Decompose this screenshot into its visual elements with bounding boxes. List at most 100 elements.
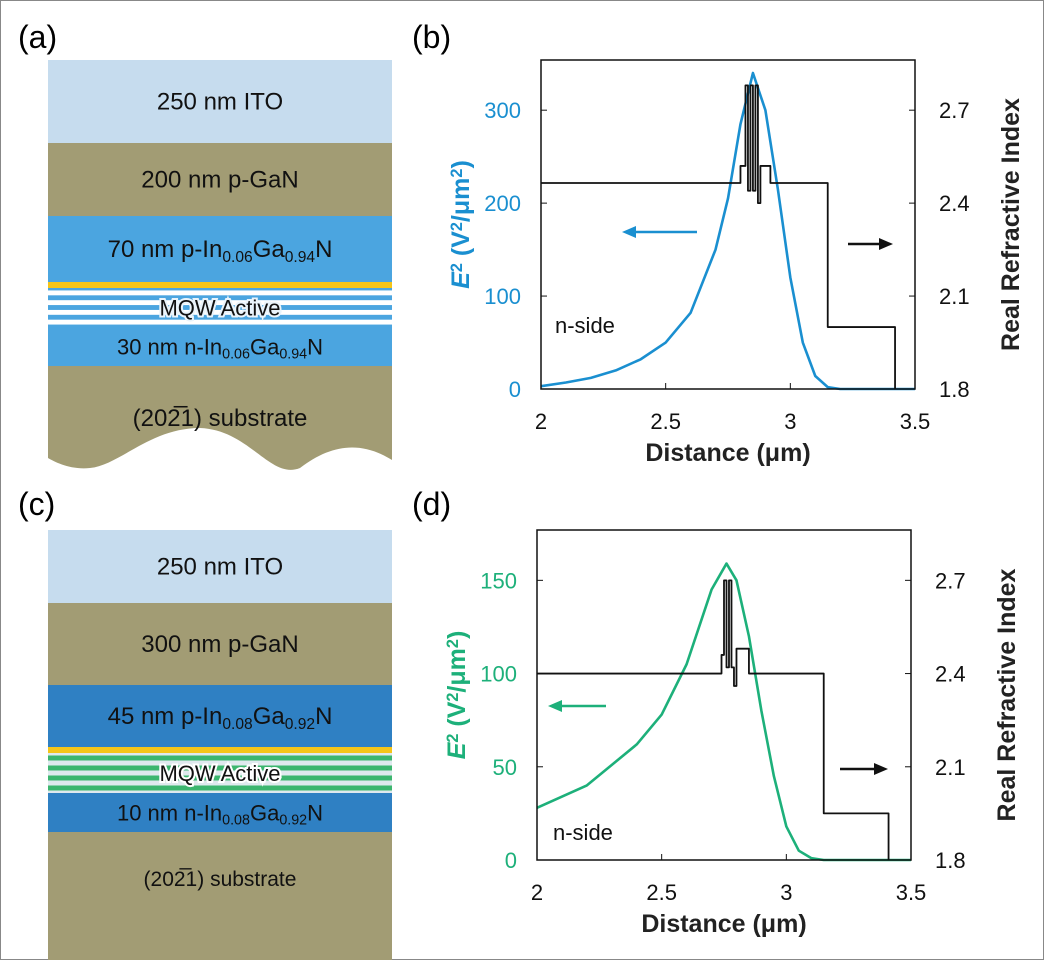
y2-tick-label: 2.4 [935, 662, 966, 687]
y2-axis-label: Real Refractive Index [997, 98, 1025, 351]
text-part: ) [447, 160, 475, 168]
subscript: 0.06 [222, 347, 250, 363]
text-part: Ga [250, 801, 280, 826]
text-part: (V [443, 701, 471, 733]
ebl-layer [48, 282, 392, 288]
quantum-well [48, 300, 392, 306]
text-part: 300 nm p-GaN [141, 631, 298, 658]
text-part: /μm [447, 178, 475, 222]
quantum-well [48, 309, 392, 315]
text-part: 45 nm p-In [108, 703, 223, 730]
y-tick-label: 150 [480, 568, 517, 593]
quantum-well [48, 290, 392, 296]
n-ingan-layer [48, 327, 392, 366]
ito-layer [48, 60, 392, 143]
text-part: N [315, 703, 332, 730]
layer-stack: 250 nm ITO 200 nm p-GaN 70 nm p-In0.06Ga0.… [48, 60, 392, 470]
subscript: 0.92 [279, 813, 307, 829]
text-part: 250 nm ITO [157, 554, 283, 581]
p-ingan-layer [48, 216, 392, 282]
y-tick-label: 0 [505, 848, 517, 873]
x-tick-label: 3 [780, 880, 792, 905]
panel-label: (d) [412, 486, 451, 522]
text-part: 250 nm ITO [157, 89, 283, 116]
superscript: 2 [444, 734, 462, 743]
superscript: 2 [448, 222, 466, 231]
p-ingan-layer [48, 685, 392, 747]
y2-tick-label: 2.1 [935, 755, 966, 780]
y2-tick-label: 2.7 [939, 98, 970, 123]
text-part: 200 nm p-GaN [141, 167, 298, 194]
subscript: 0.94 [279, 347, 307, 363]
text-part: 70 nm p-In [108, 236, 223, 263]
text-part: E [447, 271, 475, 289]
text-part: N [307, 335, 323, 360]
quantum-well [48, 755, 392, 761]
field-intensity-line [536, 562, 911, 862]
superscript: 2 [448, 263, 466, 272]
y2-axis-label: Real Refractive Index [993, 568, 1021, 821]
layer-label: MQW Active [159, 761, 280, 786]
x-tick-label: 3 [784, 409, 796, 434]
layer-label: (202̅1) substrate [144, 868, 297, 891]
text-part: 30 nm n-In [117, 335, 222, 360]
x-tick-label: 3.5 [900, 409, 931, 434]
x-tick-label: 3.5 [896, 880, 927, 905]
superscript: 2 [444, 693, 462, 702]
axis-arrow-head [874, 763, 888, 775]
ito-layer [48, 530, 392, 603]
x-axis-label: Distance (μm) [645, 439, 810, 467]
x-tick-label: 2.5 [650, 409, 681, 434]
n-ingan-layer [48, 793, 392, 832]
panel-label: (c) [18, 486, 55, 522]
refractive-index-line [537, 579, 890, 860]
subscript: 0.94 [285, 249, 316, 266]
layer-label: 300 nm p-GaN [141, 631, 298, 658]
text-part: (202̅1) substrate [133, 405, 308, 432]
y-axis-label: E2 (V2/μm2) [443, 631, 471, 760]
substrate-layer [48, 832, 392, 960]
y2-tick-label: 2.4 [939, 191, 970, 216]
annotation: n-side [555, 313, 615, 338]
layer-label: 10 nm n-In0.08Ga0.92N [117, 801, 323, 829]
text-part: Ga [253, 703, 286, 730]
x-tick-label: 2 [535, 409, 547, 434]
substrate-layer [48, 366, 392, 470]
layer-label: 70 nm p-In0.06Ga0.94N [108, 236, 333, 266]
text-part: ) [443, 631, 471, 639]
refractive-index-line [541, 84, 896, 389]
layer-label: 200 nm p-GaN [141, 167, 298, 194]
subscript: 0.06 [222, 249, 252, 266]
layer-label: (202̅1) substrate [133, 405, 308, 432]
text-part: (V [447, 231, 475, 263]
text-part: N [315, 236, 332, 263]
y2-tick-label: 1.8 [939, 377, 970, 402]
text-part: N [307, 801, 323, 826]
pgan-layer [48, 603, 392, 685]
axis-arrow-head [548, 700, 562, 712]
layer-label: 250 nm ITO [157, 89, 283, 116]
y-tick-label: 50 [493, 755, 517, 780]
ebl-layer [48, 747, 392, 753]
y2-tick-label: 1.8 [935, 848, 966, 873]
field-intensity-line [540, 71, 915, 391]
subscript: 0.08 [222, 716, 252, 733]
y-tick-label: 300 [484, 98, 521, 123]
y-tick-label: 100 [484, 284, 521, 309]
quantum-well [48, 785, 392, 791]
quantum-well [48, 765, 392, 771]
superscript: 2 [444, 639, 462, 648]
panel-label: (b) [412, 19, 451, 55]
quantum-well [48, 775, 392, 781]
layer-label: MQW Active [159, 296, 280, 321]
y-axis-label: E2 (V2/μm2) [447, 160, 475, 289]
y-tick-label: 200 [484, 191, 521, 216]
layer-label: 250 nm ITO [157, 554, 283, 581]
axis-arrow-head [622, 226, 636, 238]
y-tick-label: 0 [509, 377, 521, 402]
text-part: E [443, 741, 471, 759]
text-part: /μm [443, 648, 471, 692]
layer-label: 30 nm n-In0.06Ga0.94N [117, 335, 323, 363]
